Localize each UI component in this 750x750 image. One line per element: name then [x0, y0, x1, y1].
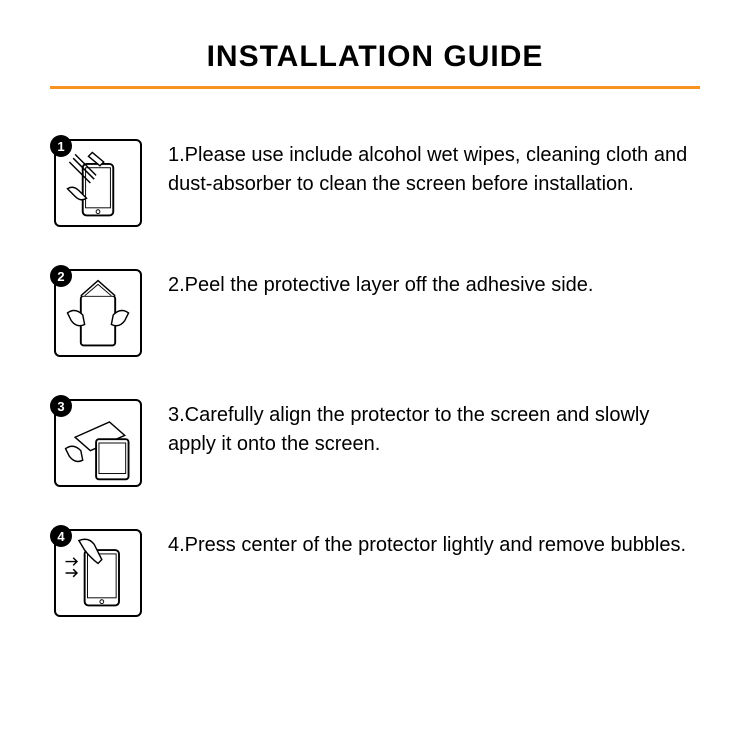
- step-text: 2.Peel the protective layer off the adhe…: [168, 269, 593, 300]
- title-divider: [50, 86, 700, 89]
- step-icon-box: 1: [54, 139, 142, 227]
- step-item: 4 4.Press center of the protector lightl…: [54, 529, 696, 617]
- step-icon-box: 4: [54, 529, 142, 617]
- step-icon-box: 3: [54, 399, 142, 487]
- page-title: INSTALLATION GUIDE: [50, 40, 700, 74]
- step-icon-box: 2: [54, 269, 142, 357]
- step-item: 2 2.Peel the protective layer off the ad…: [54, 269, 696, 357]
- step-text: 4.Press center of the protector lightly …: [168, 529, 686, 560]
- press-center-icon: [56, 531, 140, 615]
- step-text: 1.Please use include alcohol wet wipes, …: [168, 139, 696, 199]
- step-text: 3.Carefully align the protector to the s…: [168, 399, 696, 459]
- step-item: 3 3.Carefully align the protector to the…: [54, 399, 696, 487]
- peel-layer-icon: [56, 271, 140, 355]
- clean-screen-icon: [56, 141, 140, 225]
- align-protector-icon: [56, 401, 140, 485]
- step-item: 1 1.Please use include alcohol wet wipes…: [54, 139, 696, 227]
- steps-list: 1 1.Please use include alcohol wet wipes…: [50, 139, 700, 617]
